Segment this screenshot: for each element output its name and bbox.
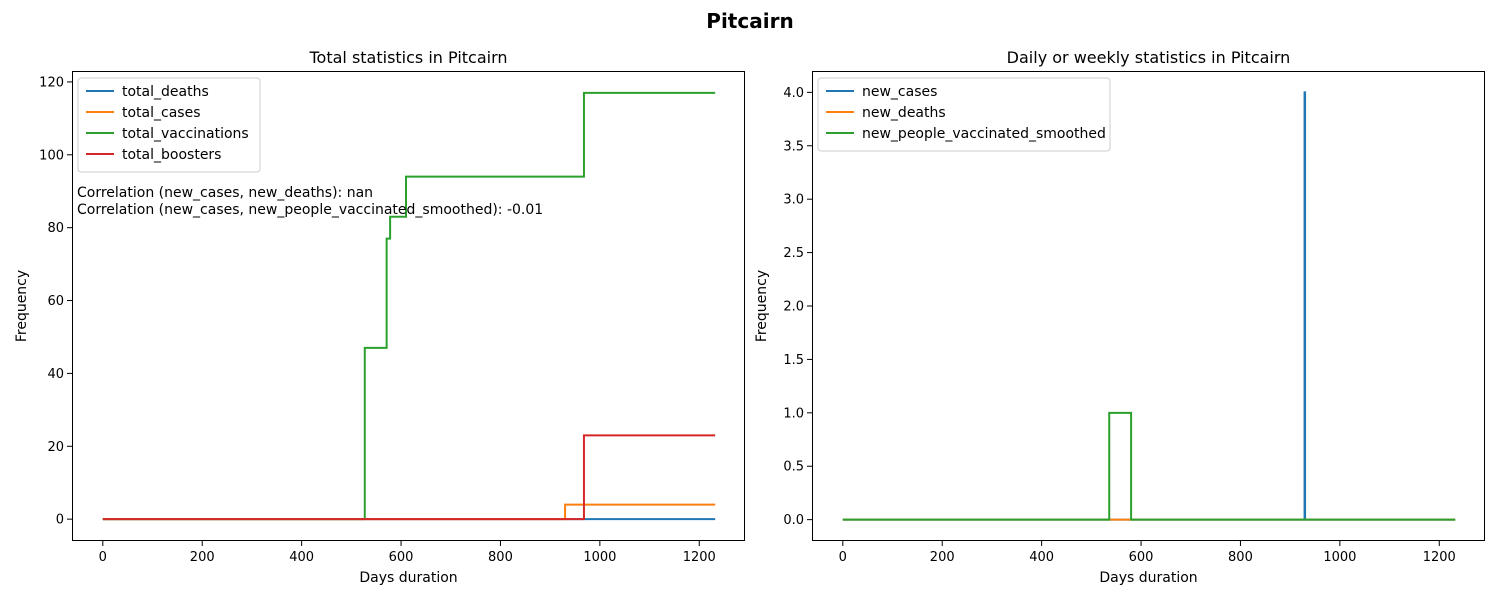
y-tick-label: 120 xyxy=(39,75,64,90)
legend-label: new_people_vaccinated_smoothed xyxy=(862,126,1106,142)
y-tick-label: 0.0 xyxy=(783,513,804,528)
legend-label: total_boosters xyxy=(122,147,221,163)
y-axis-ticks: 0.0 0.5 1.0 1.5 2.0 2.5 3.0 3.5 4.0 xyxy=(783,86,812,528)
y-axis-label: Frequency xyxy=(754,270,770,342)
y-tick-label: 20 xyxy=(47,440,64,455)
y-tick-label: 3.0 xyxy=(783,193,804,208)
series-line-new-people-vaccinated-smoothed xyxy=(842,411,1456,521)
x-tick-label: 1200 xyxy=(1423,550,1456,565)
x-tick-label: 1000 xyxy=(1323,550,1356,565)
y-tick-label: 1.5 xyxy=(783,353,804,368)
x-tick-label: 400 xyxy=(1029,550,1054,565)
legend: total_deaths total_cases total_vaccination… xyxy=(77,77,261,173)
correlation-annotation: Correlation (new_cases, new_people_vacci… xyxy=(77,202,543,218)
figure-title: Pitcairn xyxy=(706,9,793,33)
legend-label: total_vaccinations xyxy=(122,126,249,142)
legend-label: new_deaths xyxy=(862,105,946,121)
y-axis-ticks: 0 20 40 60 80 100 120 xyxy=(39,75,72,528)
series-line-total-vaccinations xyxy=(102,91,716,521)
chart-title: Total statistics in Pitcairn xyxy=(308,48,507,67)
y-tick-label: 60 xyxy=(47,294,64,309)
y-tick-label: 40 xyxy=(47,367,64,382)
legend-label: total_deaths xyxy=(122,84,209,100)
y-tick-label: 0.5 xyxy=(783,460,804,475)
legend-box xyxy=(77,77,261,173)
x-tick-label: 200 xyxy=(930,550,955,565)
x-tick-label: 1000 xyxy=(583,550,616,565)
x-tick-label: 1200 xyxy=(683,550,716,565)
axes-frame xyxy=(812,71,1485,541)
series-lines xyxy=(842,91,1456,521)
x-axis-label: Days duration xyxy=(1099,570,1197,586)
series-lines xyxy=(102,91,716,521)
plots: 0 200 400 600 800 1000 1200 0 20 40 60 80 100 120 Tota… xyxy=(14,48,1485,586)
x-tick-label: 0 xyxy=(99,550,107,565)
x-tick-label: 200 xyxy=(190,550,215,565)
y-axis-label: Frequency xyxy=(14,270,30,342)
y-tick-label: 2.0 xyxy=(783,300,804,315)
x-axis-ticks: 0 200 400 600 800 1000 1200 xyxy=(99,541,716,565)
y-tick-label: 3.5 xyxy=(783,139,804,154)
legend-label: total_cases xyxy=(122,105,201,121)
y-tick-label: 4.0 xyxy=(783,86,804,101)
chart-title: Daily or weekly statistics in Pitcairn xyxy=(1007,48,1291,67)
axes-frame xyxy=(72,71,745,541)
y-tick-label: 80 xyxy=(47,221,64,236)
y-tick-label: 2.5 xyxy=(783,246,804,261)
legend-box xyxy=(817,77,1111,152)
x-tick-label: 0 xyxy=(839,550,847,565)
y-tick-label: 0 xyxy=(56,513,64,528)
x-tick-label: 600 xyxy=(389,550,414,565)
chart-2: 0 200 400 600 800 1000 1200 0.0 0.5 1.0 1.5 2.0 2.5 3… xyxy=(754,48,1485,586)
series-line-total-boosters xyxy=(102,434,716,521)
y-tick-label: 100 xyxy=(39,148,64,163)
x-tick-label: 600 xyxy=(1129,550,1154,565)
correlation-annotation: Correlation (new_cases, new_deaths): nan xyxy=(77,185,373,201)
x-axis-ticks: 0 200 400 600 800 1000 1200 xyxy=(839,541,1456,565)
x-axis-label: Days duration xyxy=(359,570,457,586)
x-tick-label: 400 xyxy=(289,550,314,565)
y-tick-label: 1.0 xyxy=(783,406,804,421)
x-tick-label: 800 xyxy=(488,550,513,565)
legend-label: new_cases xyxy=(862,84,937,100)
legend: new_cases new_deaths new_people_vaccinated… xyxy=(817,77,1111,152)
chart-1: 0 200 400 600 800 1000 1200 0 20 40 60 80 100 120 Tota… xyxy=(14,48,745,586)
x-tick-label: 800 xyxy=(1228,550,1253,565)
